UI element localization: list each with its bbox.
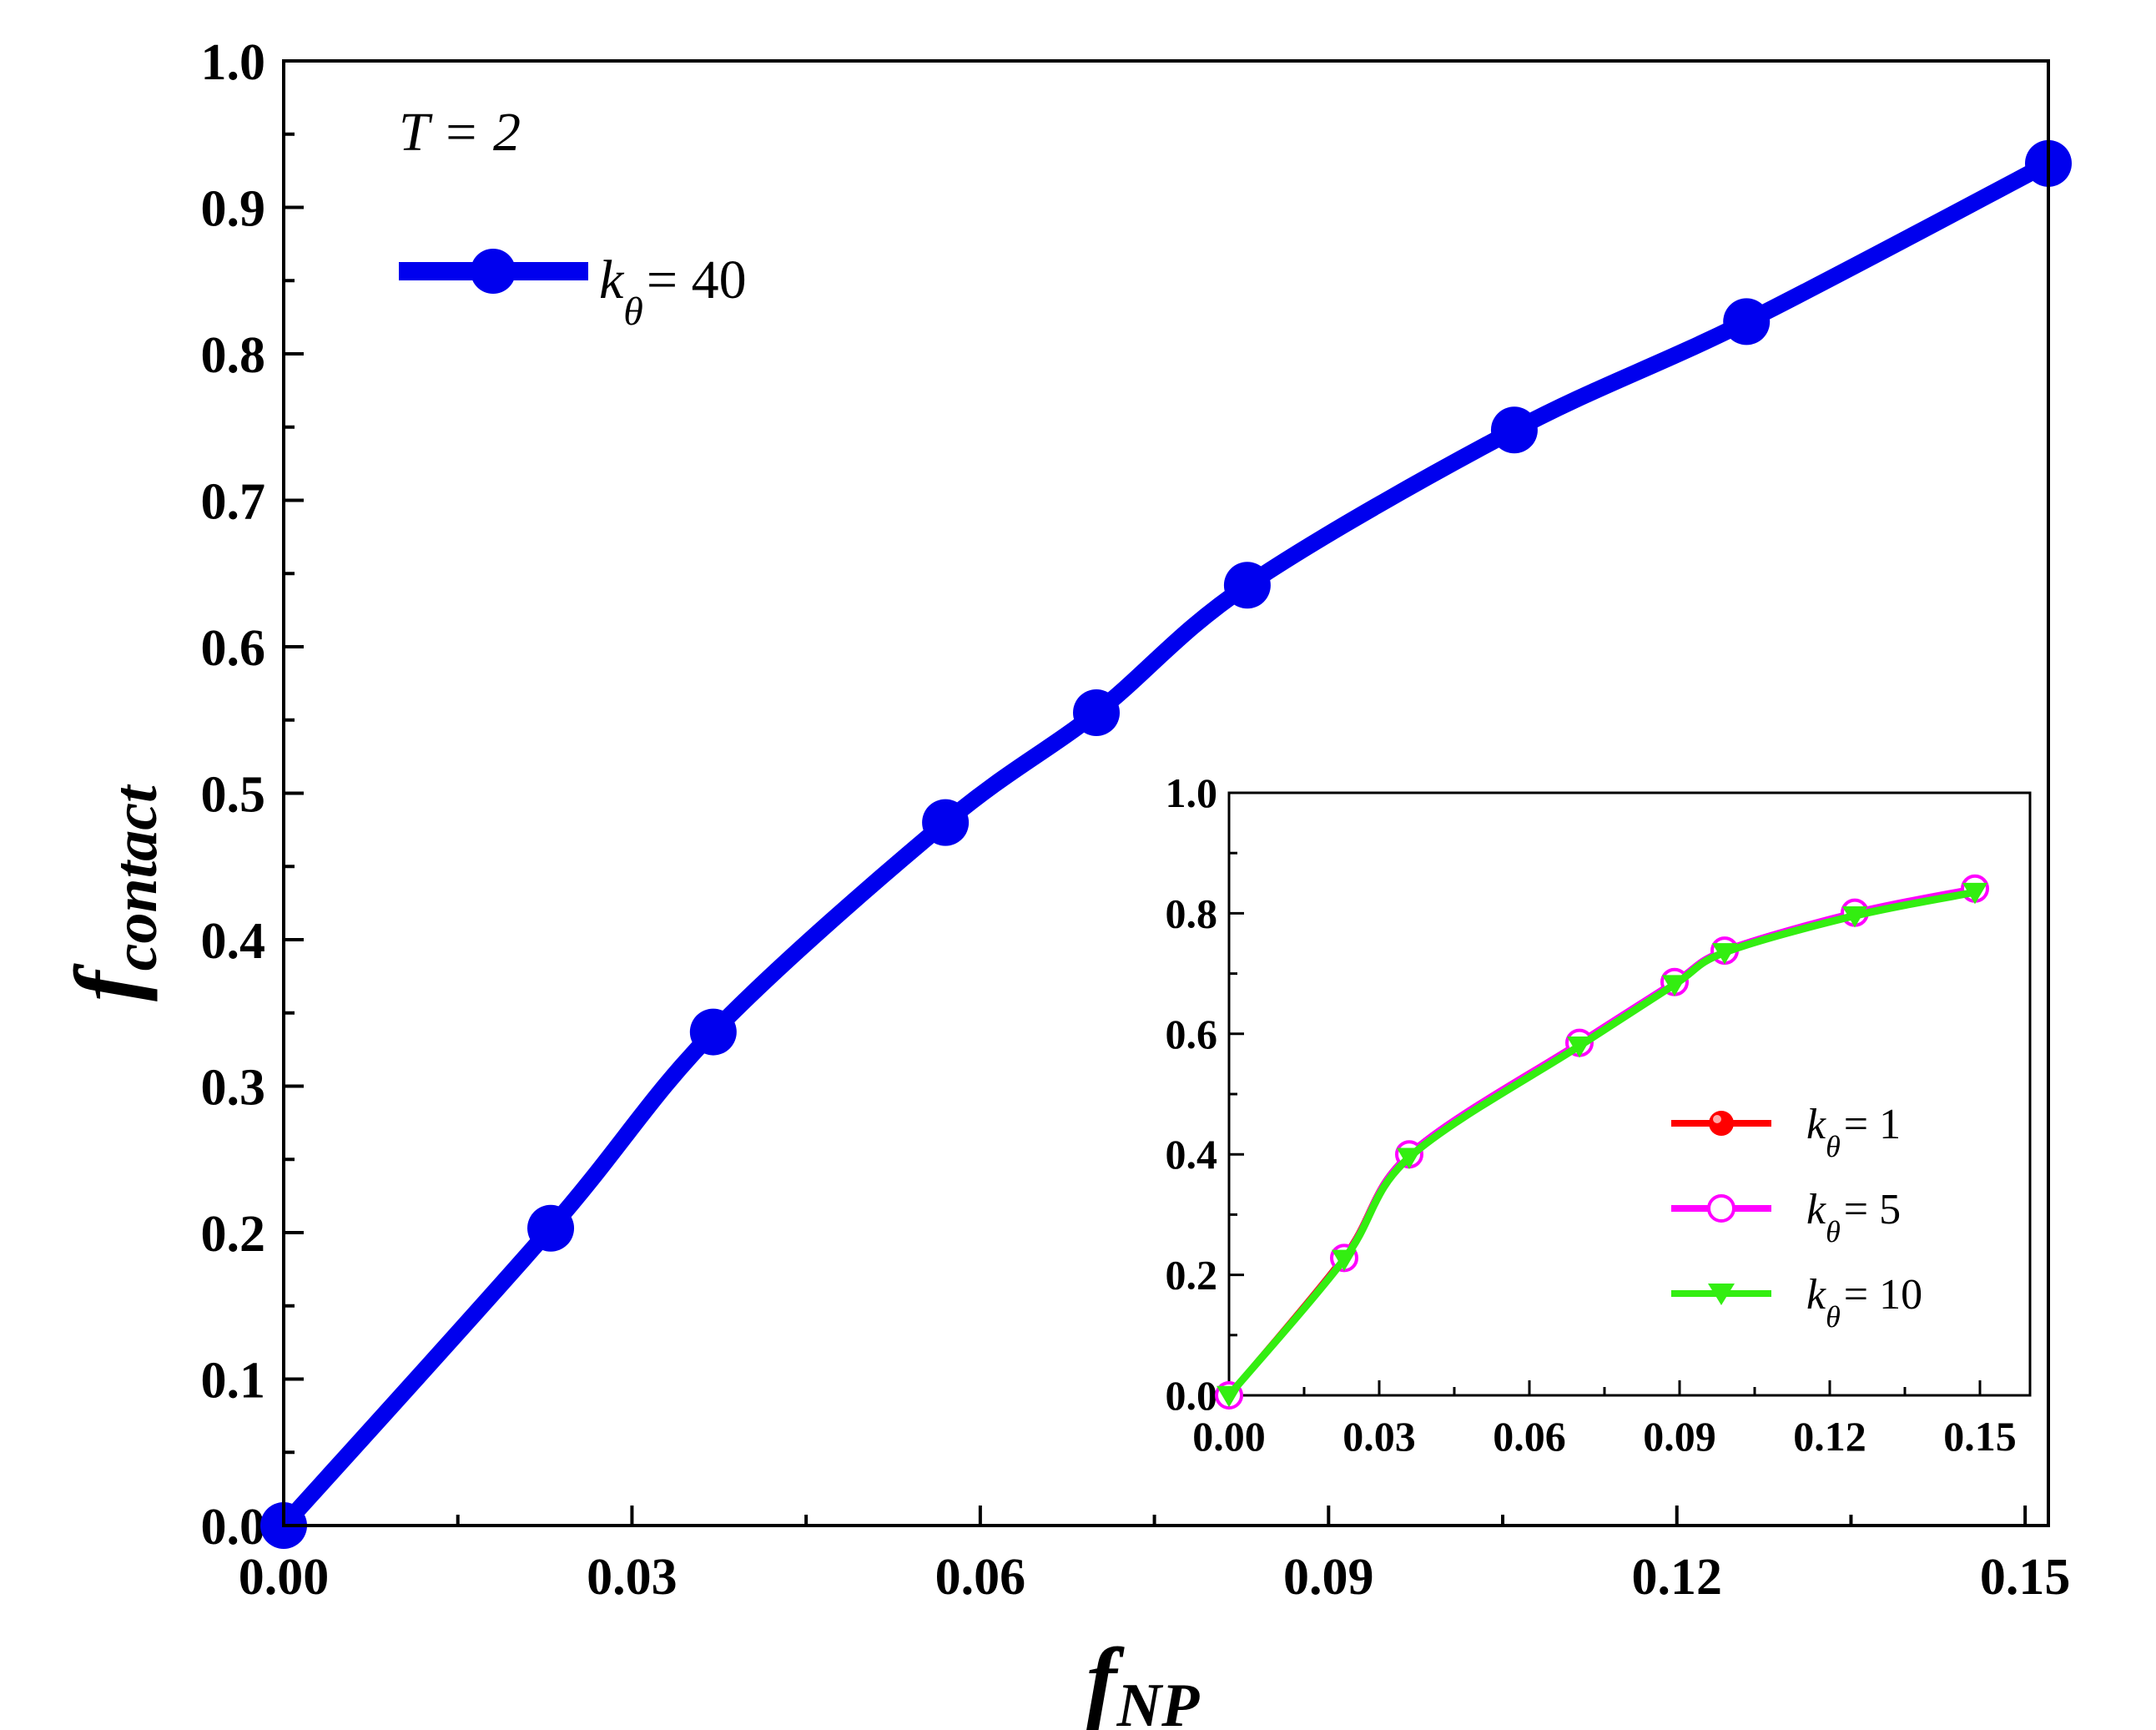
legend-sub-k40: θ	[623, 290, 643, 334]
inset-legend-entry-k5: kθ= 5	[1671, 1186, 1901, 1248]
inset-plot-frame	[1227, 791, 2032, 1397]
main-data-point	[1490, 406, 1538, 454]
temperature-annotation: T = 2	[399, 102, 521, 163]
inset-data-point	[1217, 1385, 1242, 1408]
inset-y-tick-label: 1.0	[1166, 769, 1218, 816]
inset-tick-labels: 0.00 0.03 0.06 0.09 0.12 0.15 0.0 0.2 0.4 0.6 0.8 1…	[1166, 769, 2017, 1460]
inset-y-tick-label: 0.6	[1166, 1011, 1218, 1057]
inset-legend-entry-k1: kθ= 1	[1671, 1101, 1901, 1163]
main-x-tick-label: 0.03	[587, 1549, 678, 1606]
inset-y-tick-label: 0.2	[1166, 1252, 1218, 1299]
main-x-tick-label: 0.06	[935, 1549, 1026, 1606]
main-y-tick-label: 0.1	[201, 1353, 266, 1410]
main-y-tick-label: 0.0	[201, 1499, 266, 1556]
inset-x-tick-label: 0.12	[1793, 1413, 1866, 1460]
y-axis-title-sub: contact	[102, 784, 170, 971]
y-axis-title-group: fcontact	[56, 784, 170, 1001]
inset-x-tick-label: 0.03	[1342, 1413, 1416, 1460]
inset-y-tick-label: 0.8	[1166, 890, 1218, 936]
main-data-point	[1223, 562, 1271, 609]
inset-legend-marker-k10	[1708, 1284, 1735, 1305]
main-legend: kθ= 40	[399, 249, 747, 334]
inset-legend-value-k5: = 5	[1844, 1186, 1901, 1233]
inset-legend-marker-k1	[1709, 1111, 1734, 1136]
inset-legend-sub-k1: θ	[1826, 1130, 1841, 1163]
inset-legend-entry-k10: kθ= 10	[1671, 1271, 1922, 1334]
main-y-tick-label: 0.4	[201, 913, 266, 970]
legend-value-k40: = 40	[647, 250, 747, 310]
inset-legend-sub-k5: θ	[1826, 1215, 1841, 1248]
main-data-point	[1723, 298, 1771, 345]
main-tick-labels: 0.00 0.03 0.06 0.09 0.12 0.150.00.10.20.30.40…	[201, 34, 2071, 1606]
inset-data-point	[1962, 882, 1987, 905]
inset-legend-symbol-k5: k	[1806, 1186, 1826, 1233]
main-y-tick-label: 0.2	[201, 1206, 266, 1263]
legend-marker-k40	[471, 249, 516, 294]
inset-data-point	[1567, 1036, 1592, 1058]
inset-legend-sub-k10: θ	[1826, 1300, 1841, 1334]
inset-series	[1215, 874, 1989, 1410]
main-y-tick-label: 0.8	[201, 327, 266, 384]
main-y-tick-label: 1.0	[201, 34, 266, 91]
inset-legend-label-k5: kθ= 5	[1806, 1186, 1901, 1248]
inset-legend-value-k1: = 1	[1844, 1101, 1901, 1148]
inset-legend: kθ= 1 kθ= 5 kθ= 10	[1671, 1101, 1922, 1334]
inset-x-tick-label: 0.09	[1643, 1413, 1716, 1460]
legend-label-k40: kθ= 40	[599, 250, 747, 334]
inset-y-tick-label: 0.4	[1166, 1131, 1218, 1178]
main-x-tick-label: 0.00	[239, 1549, 330, 1606]
main-y-tick-label: 0.9	[201, 181, 266, 238]
main-data-point	[1073, 688, 1121, 736]
main-panel: 0.00 0.03 0.06 0.09 0.12 0.150.00.10.20.30.40…	[56, 34, 2072, 1730]
x-axis-title: fNP	[1086, 1629, 1200, 1730]
inset-legend-value-k10: = 10	[1844, 1271, 1922, 1319]
inset-x-tick-label: 0.06	[1493, 1413, 1566, 1460]
inset-data-point	[1332, 1249, 1357, 1272]
inset-data-point	[1397, 1147, 1422, 1170]
inset-y-tick-label: 0.0	[1166, 1372, 1218, 1419]
main-x-tick-label: 0.15	[1980, 1549, 2071, 1606]
x-axis-title-sub: NP	[1116, 1672, 1200, 1730]
main-ticks	[282, 59, 2028, 1527]
y-axis-title: fcontact	[56, 784, 170, 1001]
main-data-point	[689, 1008, 737, 1056]
inset-legend-marker-k5	[1707, 1194, 1735, 1223]
main-x-tick-label: 0.12	[1631, 1549, 1722, 1606]
inset-data-point	[1842, 906, 1867, 928]
inset-panel: 0.00 0.03 0.06 0.09 0.12 0.15 0.0 0.2 0.4 0.6 0.8 1…	[1166, 769, 2032, 1460]
legend-symbol-k40: k	[599, 250, 625, 310]
inset-legend-label-k10: kθ= 10	[1806, 1271, 1922, 1334]
inset-data-point	[1712, 943, 1737, 965]
main-y-tick-label: 0.3	[201, 1060, 266, 1117]
main-y-tick-label: 0.5	[201, 767, 266, 824]
main-y-tick-label: 0.6	[201, 620, 266, 677]
inset-data-point	[1662, 975, 1687, 996]
main-plot-frame	[282, 59, 2050, 1527]
main-y-tick-label: 0.7	[201, 474, 266, 531]
inset-legend-marker-highlight-k1	[1713, 1115, 1721, 1123]
main-data-point	[527, 1204, 575, 1252]
main-x-tick-label: 0.09	[1283, 1549, 1374, 1606]
inset-x-tick-label: 0.15	[1943, 1413, 2017, 1460]
inset-legend-symbol-k1: k	[1806, 1101, 1826, 1148]
inset-x-tick-label: 0.00	[1192, 1413, 1266, 1460]
inset-legend-label-k1: kθ= 1	[1806, 1101, 1901, 1163]
main-data-point	[922, 799, 970, 846]
inset-legend-symbol-k10: k	[1806, 1271, 1826, 1319]
